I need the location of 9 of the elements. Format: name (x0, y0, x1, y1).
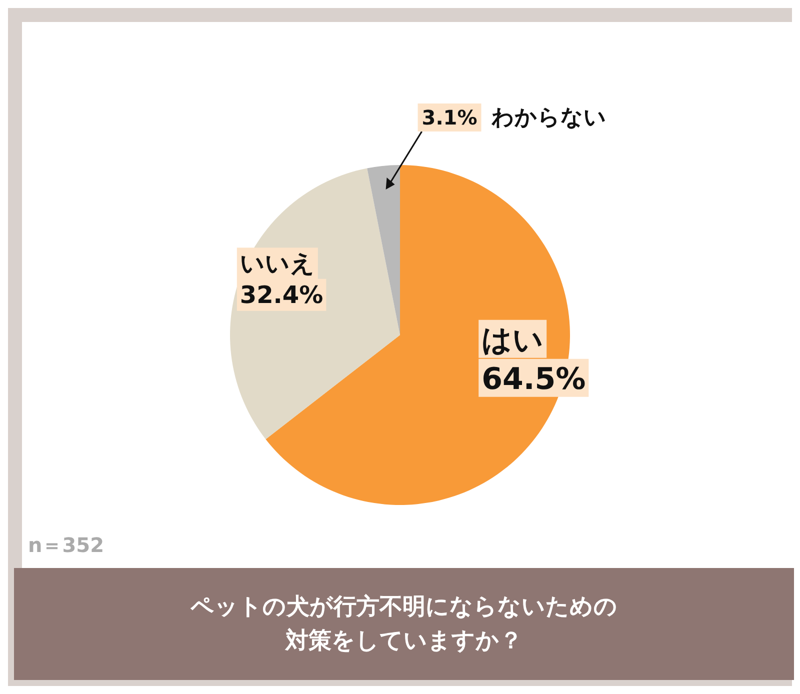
data-label: 64.5% (482, 362, 586, 397)
data-label: 32.4% (240, 280, 324, 309)
text: n＝352 (28, 532, 104, 559)
slice-label: いいえ (240, 250, 315, 278)
slice-label: わからない (490, 105, 606, 130)
slice-label: はい (482, 322, 544, 358)
pie-slice (367, 165, 400, 335)
text: ペットの犬が行方不明にならないための対策をしていますか？ (190, 592, 618, 656)
data-label: 3.1% (422, 105, 478, 130)
